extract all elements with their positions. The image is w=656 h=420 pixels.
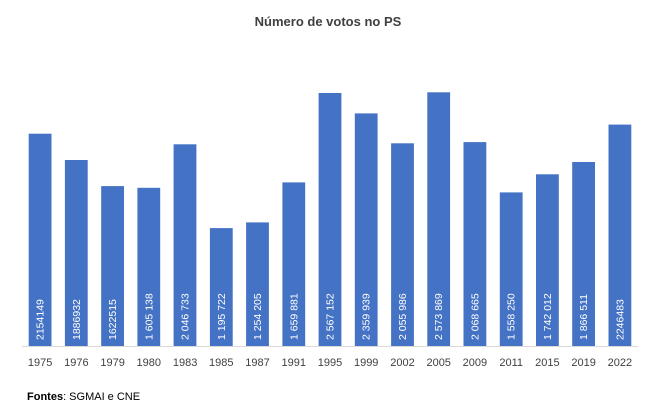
bar-2022 [608,124,632,346]
bar-1975 [28,133,52,346]
x-tick-label-1979: 1979 [100,357,124,369]
bar-1979 [101,186,124,346]
data-label-2009: 2 068 665 [469,293,481,340]
x-tick-label-1983: 1983 [173,357,197,369]
x-tick-label-1995: 1995 [318,357,342,369]
bar-1983 [173,144,197,346]
x-tick-label-2022: 2022 [608,357,632,369]
x-tick-label-2011: 2011 [499,357,523,369]
data-label-1983: 2 046 733 [180,293,192,340]
data-label-2015: 1 742 012 [542,293,554,340]
data-label-1976: 1886932 [71,299,83,340]
data-label-2019: 1 866 511 [578,294,590,340]
data-label-2022: 2246483 [614,299,626,340]
x-tick-label-2005: 2005 [426,357,450,369]
data-label-2002: 2 055 986 [397,293,409,340]
bar-2015 [536,174,559,346]
bar-2019 [572,162,595,346]
bar-1985 [209,228,233,346]
x-tick-label-2009: 2009 [463,357,487,369]
bar-1995 [318,93,342,346]
bar-1980 [137,187,161,346]
data-label-2011: 1 558 250 [506,293,518,340]
data-label-1975: 2154149 [35,299,47,340]
x-tick-label-1987: 1987 [245,357,269,369]
bar-2009 [463,142,487,346]
x-tick-label-1980: 1980 [137,357,161,369]
chart-title: Número de votos no PS [254,14,402,29]
x-tick-label-1975: 1975 [28,357,52,369]
bar-1987 [246,222,269,346]
bar-1976 [64,160,88,346]
x-tick-label-2015: 2015 [535,357,559,369]
data-label-1987: 1 254 205 [252,293,264,340]
bar-2011 [499,192,523,346]
x-tick-label-2019: 2019 [571,357,595,369]
source-label: Fontes [27,391,64,403]
data-label-1995: 2 567 152 [325,293,337,340]
x-tick-label-1976: 1976 [64,357,88,369]
data-label-1999: 2 359 939 [361,293,373,340]
bar-1999 [354,113,378,347]
data-label-1985: 1 195 722 [216,293,228,340]
source-text: : SGMAI e CNE [63,391,141,403]
x-tick-label-2002: 2002 [390,357,414,369]
source-note: Fontes: SGMAI e CNE [27,391,140,403]
bar-2005 [427,92,451,346]
data-label-2005: 2 573 869 [433,293,445,340]
x-tick-label-1991: 1991 [282,357,306,369]
data-label-1980: 1 605 138 [143,293,155,340]
bar-2002 [391,143,414,346]
x-tick-label-1985: 1985 [209,357,233,369]
bar-1991 [282,182,306,346]
data-label-1979: 1622515 [107,299,119,340]
data-label-1991: 1 659 881 [288,293,300,340]
x-tick-label-1999: 1999 [354,357,378,369]
